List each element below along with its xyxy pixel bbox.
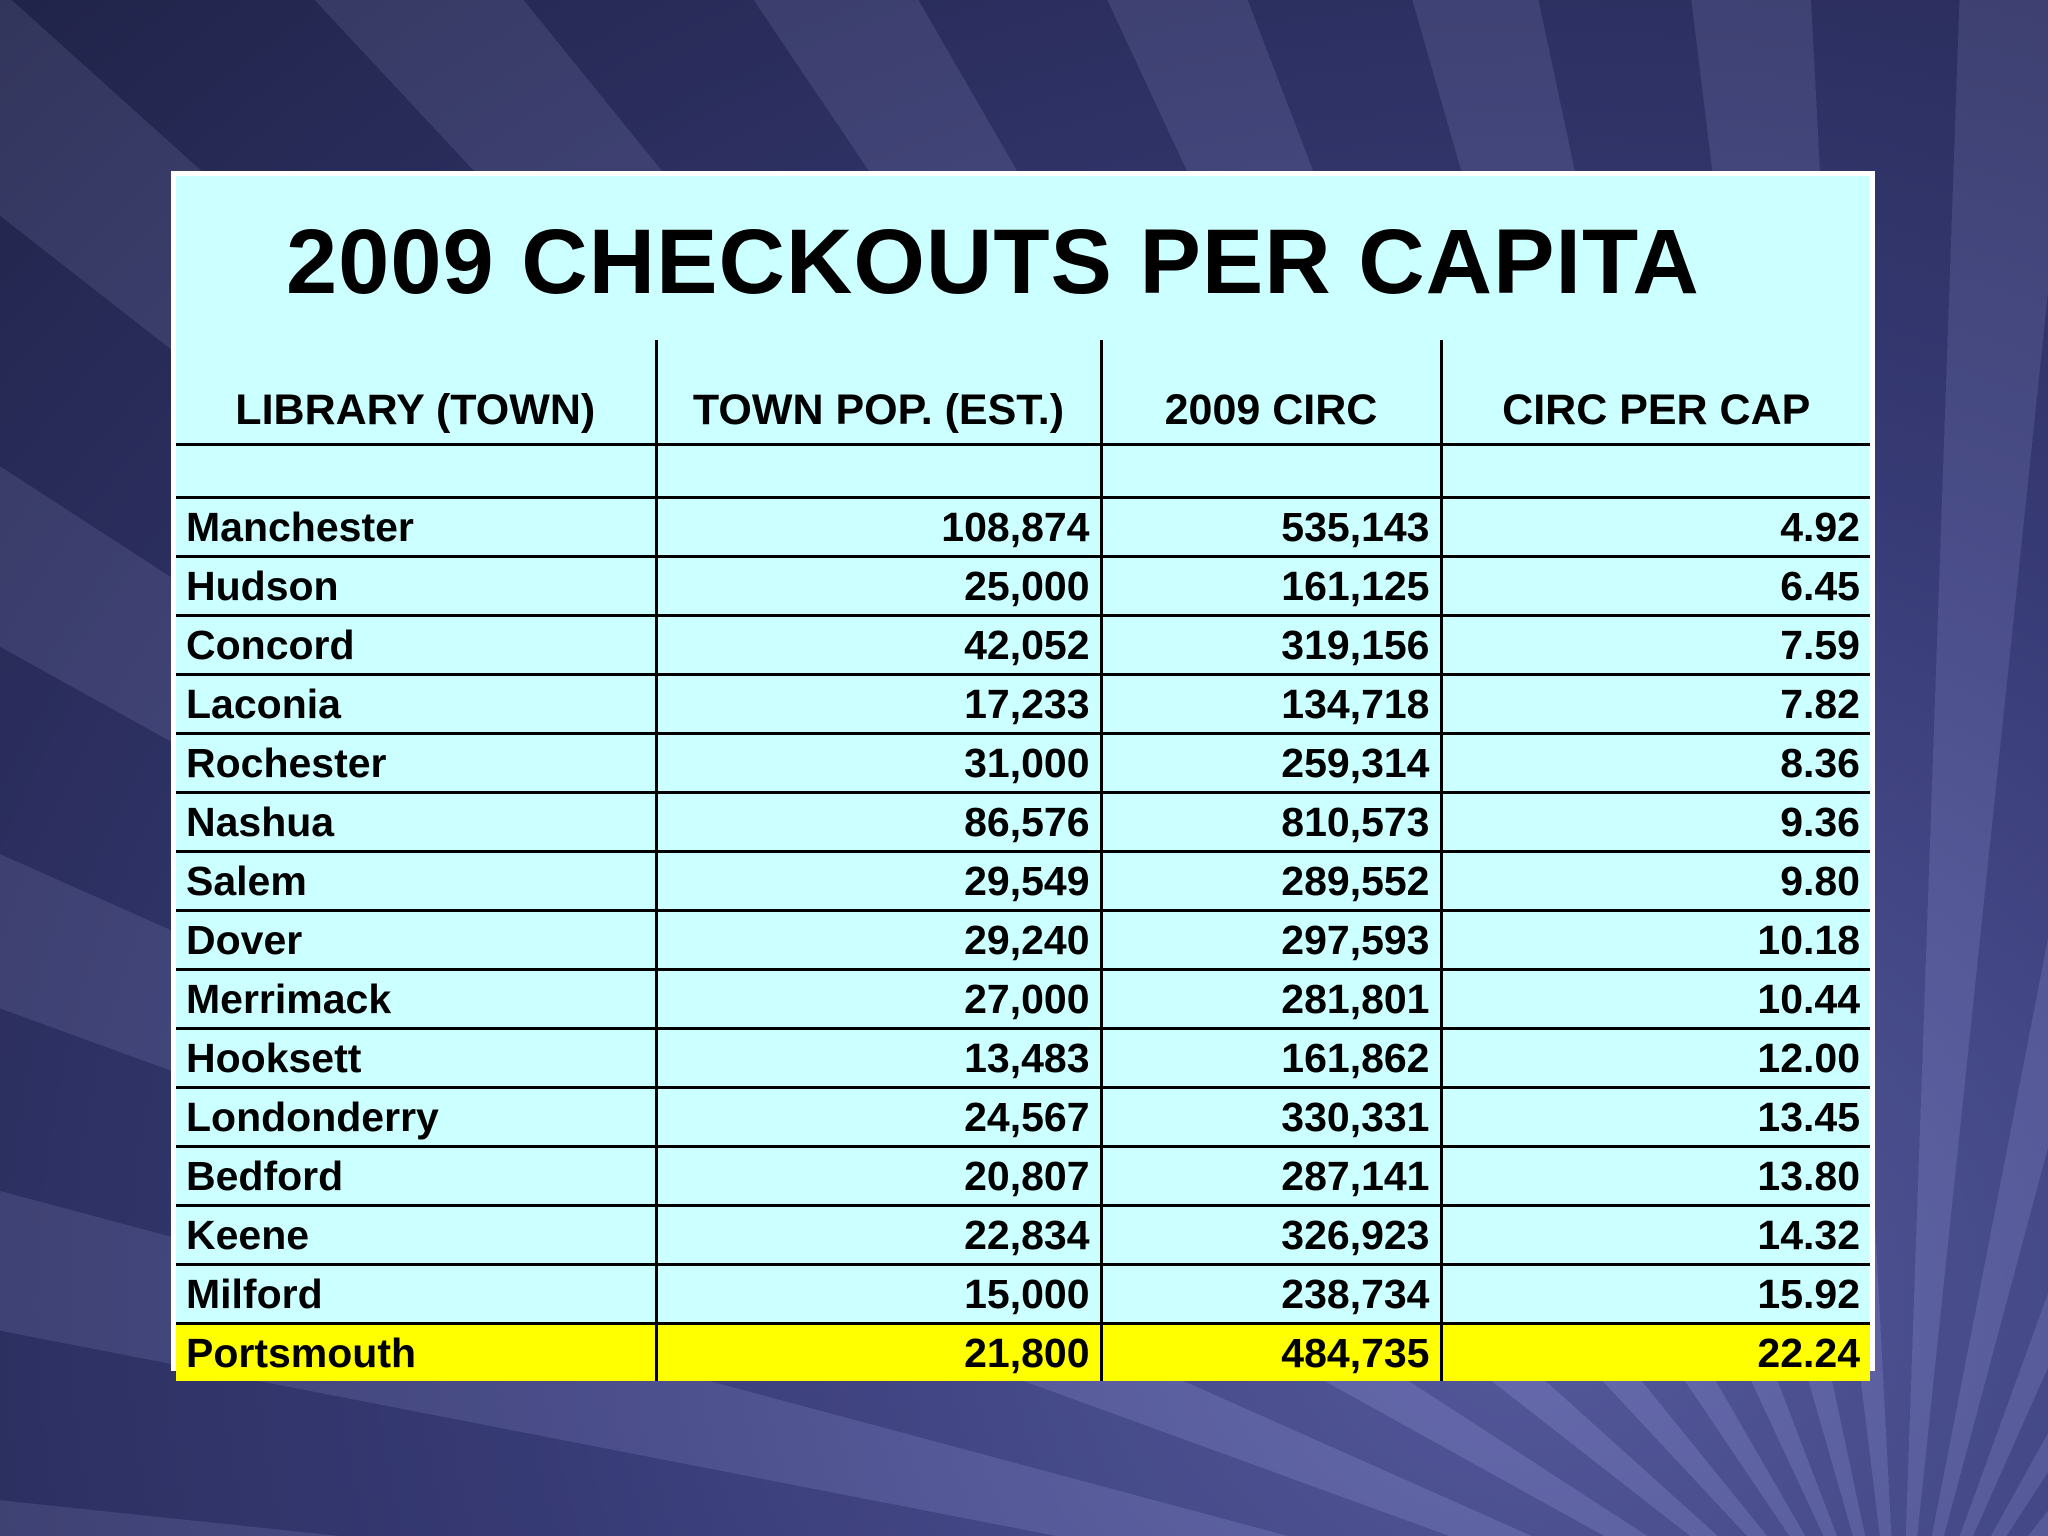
value-cell: 161,125 [1099, 555, 1443, 617]
value-cell: 20,807 [654, 1145, 1103, 1207]
column-header: 2009 CIRC [1099, 340, 1441, 446]
value-cell: 108,874 [654, 496, 1103, 558]
library-cell: Dover [176, 909, 658, 971]
table-row: Rochester 31,000 259,314 8.36 [176, 732, 1870, 794]
value-cell: 9.36 [1439, 791, 1870, 853]
value-cell: 10.18 [1439, 909, 1870, 971]
library-cell: Bedford [176, 1145, 658, 1207]
value-cell: 8.36 [1439, 732, 1870, 794]
value-cell: 86,576 [654, 791, 1103, 853]
value-cell: 22,834 [654, 1204, 1103, 1266]
value-cell: 14.32 [1439, 1204, 1870, 1266]
value-cell: 15.92 [1439, 1263, 1870, 1325]
value-cell: 6.45 [1439, 555, 1870, 617]
value-cell: 7.82 [1439, 673, 1870, 735]
value-cell: 535,143 [1099, 496, 1443, 558]
value-cell: 12.00 [1439, 1027, 1870, 1089]
library-cell: Laconia [176, 673, 658, 735]
table-row: Bedford 20,807 287,141 13.80 [176, 1145, 1870, 1207]
value-cell: 27,000 [654, 968, 1103, 1030]
library-cell: Hooksett [176, 1027, 658, 1089]
title: 2009 CHECKOUTS PER CAPITA [286, 211, 1700, 313]
value-cell: 15,000 [654, 1263, 1103, 1325]
value-cell: 29,240 [654, 909, 1103, 971]
table-panel: 2009 CHECKOUTS PER CAPITA LIBRARY (TOWN)… [171, 171, 1875, 1381]
table-row: Dover 29,240 297,593 10.18 [176, 909, 1870, 971]
value-cell: 13.80 [1439, 1145, 1870, 1207]
header-row: LIBRARY (TOWN) TOWN POP. (EST.) 2009 CIRC C… [176, 340, 1870, 446]
value-cell: 7.59 [1439, 614, 1870, 676]
value-cell: 319,156 [1099, 614, 1443, 676]
value-cell: 297,593 [1099, 909, 1443, 971]
library-cell: Merrimack [176, 968, 658, 1030]
table-row: Manchester 108,874 535,143 4.92 [176, 496, 1870, 558]
table-row: Hooksett 13,483 161,862 12.00 [176, 1027, 1870, 1089]
value-cell: 281,801 [1099, 968, 1443, 1030]
value-cell: 238,734 [1099, 1263, 1443, 1325]
table-row: Laconia 17,233 134,718 7.82 [176, 673, 1870, 735]
table-row: Londonderry 24,567 330,331 13.45 [176, 1086, 1870, 1148]
value-cell: 10.44 [1439, 968, 1870, 1030]
table-row: Keene 22,834 326,923 14.32 [176, 1204, 1870, 1266]
library-cell: Manchester [176, 496, 658, 558]
value-cell: 330,331 [1099, 1086, 1443, 1148]
value-cell: 13,483 [654, 1027, 1103, 1089]
value-cell: 161,862 [1099, 1027, 1443, 1089]
column-header: TOWN POP. (EST.) [654, 340, 1101, 446]
value-cell: 13.45 [1439, 1086, 1870, 1148]
value-cell: 42,052 [654, 614, 1103, 676]
value-cell: 287,141 [1099, 1145, 1443, 1207]
library-cell: Nashua [176, 791, 658, 853]
value-cell: 810,573 [1099, 791, 1443, 853]
value-cell: 17,233 [654, 673, 1103, 735]
table-row: Merrimack 27,000 281,801 10.44 [176, 968, 1870, 1030]
value-cell: 22.24 [1439, 1322, 1870, 1381]
table-row: Hudson 25,000 161,125 6.45 [176, 555, 1870, 617]
table-row: Concord 42,052 319,156 7.59 [176, 614, 1870, 676]
value-cell: 31,000 [654, 732, 1103, 794]
value-cell: 25,000 [654, 555, 1103, 617]
column-header: CIRC PER CAP [1439, 340, 1870, 446]
value-cell: 259,314 [1099, 732, 1443, 794]
value-cell: 9.80 [1439, 850, 1870, 912]
library-cell: Portsmouth [176, 1322, 658, 1381]
value-cell: 4.92 [1439, 496, 1870, 558]
library-cell: Concord [176, 614, 658, 676]
library-cell: Keene [176, 1204, 658, 1266]
table-row: Portsmouth 21,800 484,735 22.24 [176, 1322, 1870, 1381]
column-header: LIBRARY (TOWN) [176, 340, 656, 446]
value-cell: 326,923 [1099, 1204, 1443, 1266]
library-cell: Hudson [176, 555, 658, 617]
table-row: Milford 15,000 238,734 15.92 [176, 1263, 1870, 1325]
value-cell: 289,552 [1099, 850, 1443, 912]
data-table: LIBRARY (TOWN) TOWN POP. (EST.) 2009 CIRC C… [176, 340, 1870, 1381]
value-cell: 134,718 [1099, 673, 1443, 735]
library-cell: Milford [176, 1263, 658, 1325]
library-cell: Londonderry [176, 1086, 658, 1148]
value-cell: 24,567 [654, 1086, 1103, 1148]
value-cell: 21,800 [654, 1322, 1103, 1381]
value-cell: 29,549 [654, 850, 1103, 912]
table-row: Nashua 86,576 810,573 9.36 [176, 791, 1870, 853]
library-cell: Salem [176, 850, 658, 912]
table-row: Salem 29,549 289,552 9.80 [176, 850, 1870, 912]
library-cell: Rochester [176, 732, 658, 794]
value-cell: 484,735 [1099, 1322, 1443, 1381]
blank-row [176, 444, 1870, 499]
